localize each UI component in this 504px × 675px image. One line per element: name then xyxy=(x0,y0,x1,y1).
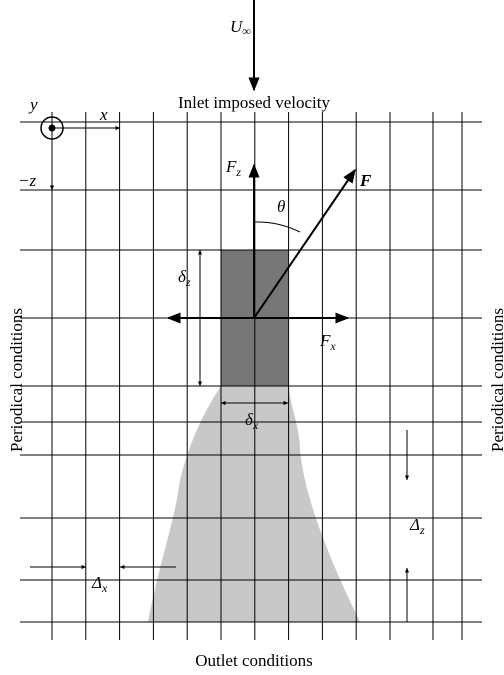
theta-label: θ xyxy=(277,197,285,216)
x-label: x xyxy=(99,105,108,124)
outlet-label: Outlet conditions xyxy=(195,651,313,670)
dz-label: δz xyxy=(178,267,191,289)
wake xyxy=(148,386,360,622)
dx-label: δx xyxy=(245,410,259,432)
z-label: −z xyxy=(18,171,36,190)
y-label: y xyxy=(28,95,38,114)
fx-label: Fx xyxy=(319,331,336,353)
u-inf: U∞ xyxy=(230,17,251,38)
f-label: F xyxy=(359,171,372,190)
mesh-lines xyxy=(20,112,482,640)
mesh-dz-label: Δz xyxy=(409,515,425,537)
f-arrow xyxy=(253,168,356,319)
mesh-dx-label: Δx xyxy=(91,573,108,595)
fz-label: Fz xyxy=(225,157,241,179)
left-boundary: Periodical conditions xyxy=(7,308,26,452)
inlet-label: Inlet imposed velocity xyxy=(178,93,331,112)
theta-arc xyxy=(253,221,301,233)
right-boundary: Periodical conditions xyxy=(488,308,504,452)
